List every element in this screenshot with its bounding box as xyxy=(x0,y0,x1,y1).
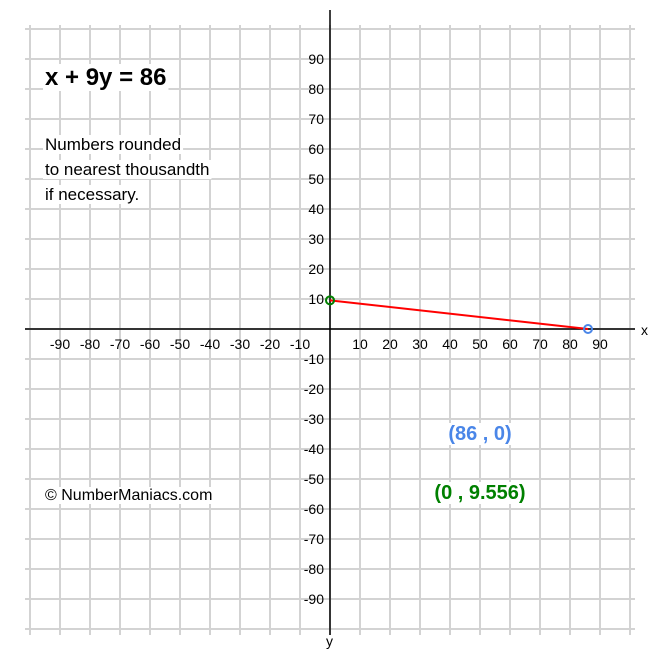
intercept-point xyxy=(325,295,335,306)
y-tick-label: -90 xyxy=(304,591,324,607)
text-background xyxy=(446,423,514,445)
y-tick-label: 70 xyxy=(308,111,324,127)
x-tick-label: -70 xyxy=(110,336,130,352)
y-tick-label: -30 xyxy=(304,411,324,427)
y-tick-label: 60 xyxy=(308,141,324,157)
note-line-1: Numbers rounded xyxy=(45,135,181,154)
tick-labels: -90 -80 -70 -60 -50 -40 -30 -20 -10 10 20 30 40 50 60 7… xyxy=(50,51,608,607)
x-axis-label: x xyxy=(641,322,648,338)
x-tick-label: 10 xyxy=(352,336,368,352)
line-segment xyxy=(329,299,589,330)
x-tick-label: 90 xyxy=(592,336,608,352)
x-tick-label: -80 xyxy=(80,336,100,352)
y-tick-label: -20 xyxy=(304,381,324,397)
x-tick-label: -40 xyxy=(200,336,220,352)
axes xyxy=(25,10,635,635)
text-background xyxy=(43,160,212,179)
y-tick-label: -60 xyxy=(304,501,324,517)
marks xyxy=(325,295,593,334)
x-tick-label: 30 xyxy=(412,336,428,352)
y-tick-label: -10 xyxy=(304,351,324,367)
y-tick-label: 50 xyxy=(308,171,324,187)
y-intercept-label: (0 , 9.556) xyxy=(434,482,525,504)
x-tick-label: 20 xyxy=(382,336,398,352)
copyright: © NumberManiacs.com xyxy=(45,487,212,504)
y-tick-label: 20 xyxy=(308,261,324,277)
x-tick-label: -50 xyxy=(170,336,190,352)
x-tick-label: -90 xyxy=(50,336,70,352)
x-tick-label: 80 xyxy=(562,336,578,352)
x-intercept-label: (86 , 0) xyxy=(448,423,511,445)
chart-title: x + 9y = 86 xyxy=(45,64,166,91)
y-tick-label: -40 xyxy=(304,441,324,457)
x-tick-label: -10 xyxy=(290,336,310,352)
intercept-point xyxy=(583,324,593,334)
text-background xyxy=(43,185,142,204)
y-tick-label: -50 xyxy=(304,471,324,487)
x-tick-label: 40 xyxy=(442,336,458,352)
y-tick-label: 80 xyxy=(308,81,324,97)
note-line-3: if necessary. xyxy=(45,185,139,204)
text-background xyxy=(43,487,215,504)
y-tick-label: -70 xyxy=(304,531,324,547)
y-tick-label: 30 xyxy=(308,231,324,247)
y-axis-label: y xyxy=(326,633,333,649)
y-tick-label: 40 xyxy=(308,201,324,217)
note-line-2: to nearest thousandth xyxy=(45,160,209,179)
x-tick-label: 70 xyxy=(532,336,548,352)
x-tick-label: -60 xyxy=(140,336,160,352)
x-tick-label: -30 xyxy=(230,336,250,352)
text-background xyxy=(43,135,184,154)
y-tick-label: 90 xyxy=(308,51,324,67)
text-background xyxy=(43,64,169,91)
text-background xyxy=(432,482,528,504)
x-tick-label: 60 xyxy=(502,336,518,352)
x-tick-label: -20 xyxy=(260,336,280,352)
y-tick-label: -80 xyxy=(304,561,324,577)
x-tick-label: 50 xyxy=(472,336,488,352)
y-tick-label: 10 xyxy=(308,291,324,307)
